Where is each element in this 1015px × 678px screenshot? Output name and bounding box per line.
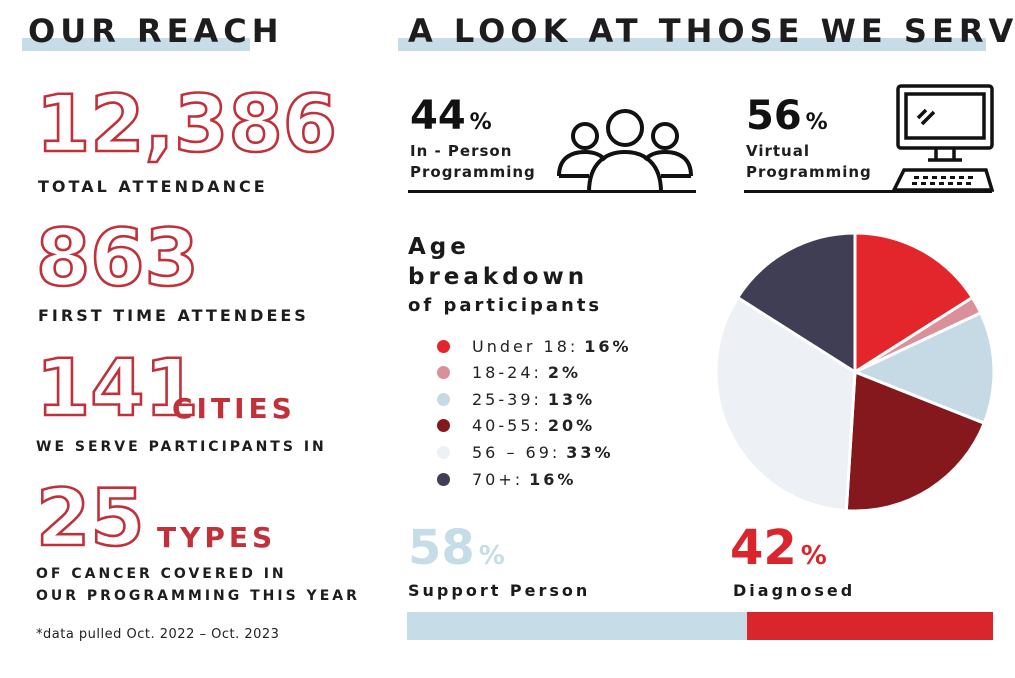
- section-title-our-reach: OUR REACH: [28, 12, 284, 50]
- pie-slice: [844, 369, 987, 513]
- support-label: Support Person: [408, 581, 591, 600]
- virtual-underline: [744, 190, 992, 193]
- diagnosed-label: Diagnosed: [733, 581, 856, 600]
- section-title-those-we-serve: A LOOK AT THOSE WE SERVE: [408, 12, 1015, 50]
- in-person-value: 44: [410, 93, 466, 139]
- cancer-types-unit: TYPES: [157, 521, 277, 554]
- legend-value: 20%: [547, 416, 596, 436]
- support-symbol: %: [478, 541, 505, 571]
- cities-value: 141: [35, 344, 200, 434]
- diagnosed-value: 42: [730, 520, 797, 576]
- in-person-symbol: %: [469, 110, 492, 135]
- people-group-icon: [557, 109, 693, 193]
- support-value: 58: [408, 520, 475, 576]
- age-title-line-3: of participants: [408, 295, 603, 316]
- virtual-percent: 56%: [746, 96, 828, 136]
- header-underline-reach: [22, 38, 250, 51]
- age-pie-chart: [714, 231, 996, 513]
- virtual-value: 56: [746, 93, 802, 139]
- virtual-label-1: Virtual: [746, 142, 810, 160]
- virtual-symbol: %: [805, 110, 828, 135]
- legend-swatch: [437, 445, 450, 459]
- cities-unit: CITIES: [172, 392, 296, 425]
- in-person-underline: [408, 190, 696, 193]
- legend-label: Under 18:: [472, 336, 579, 356]
- pie-slice: [735, 231, 857, 375]
- legend-value: 33%: [566, 442, 614, 462]
- cancer-types-label-2: OUR PROGRAMMING THIS YEAR: [36, 588, 360, 604]
- support-diagnosed-bar: [407, 612, 993, 640]
- legend-label: 25-39:: [472, 389, 542, 409]
- diagnosed-percent: 42%: [730, 524, 827, 572]
- legend-item: 40-55: 20%: [437, 414, 595, 438]
- age-title-line-2: breakdown: [408, 264, 589, 290]
- legend-label: 18-24:: [472, 363, 542, 383]
- cities-label: WE SERVE PARTICIPANTS IN: [36, 439, 327, 455]
- total-attendance-value: 12,386: [35, 80, 339, 170]
- legend-swatch: [437, 472, 450, 486]
- support-percent: 58%: [408, 524, 505, 572]
- cancer-types-value: 25: [35, 474, 146, 564]
- legend-value: 2%: [547, 363, 582, 383]
- legend-label: 40-55:: [472, 416, 542, 436]
- legend-item: 25-39: 13%: [437, 387, 595, 411]
- legend-value: 16%: [529, 469, 577, 489]
- legend-label: 70+:: [472, 469, 524, 489]
- first-time-value: 863: [35, 214, 200, 304]
- first-time-label: FIRST TIME ATTENDEES: [38, 306, 309, 325]
- diagnosed-symbol: %: [800, 541, 827, 571]
- legend-value: 16%: [584, 336, 632, 356]
- legend-item: 18-24: 2%: [437, 361, 581, 385]
- legend-label: 56 – 69:: [472, 442, 561, 462]
- pie-slice: [851, 310, 996, 426]
- legend-swatch: [437, 419, 450, 433]
- legend-item: 70+: 16%: [437, 467, 576, 491]
- legend-item: Under 18: 16%: [437, 334, 632, 358]
- legend-swatch: [437, 339, 450, 353]
- in-person-label-1: In - Person: [410, 142, 513, 160]
- in-person-label: In - Person Programming: [410, 141, 536, 183]
- legend-item: 56 – 69: 33%: [437, 440, 614, 464]
- virtual-label: Virtual Programming: [746, 141, 872, 183]
- desktop-computer-icon: [891, 84, 994, 192]
- pie-slice: [853, 231, 975, 375]
- total-attendance-label: TOTAL ATTENDANCE: [38, 177, 268, 196]
- legend-swatch: [437, 392, 450, 406]
- support-bar-segment: [407, 612, 747, 640]
- in-person-percent: 44%: [410, 96, 492, 136]
- virtual-label-2: Programming: [746, 163, 872, 181]
- in-person-label-2: Programming: [410, 163, 536, 181]
- legend-value: 13%: [547, 389, 596, 409]
- diagnosed-bar-segment: [746, 612, 993, 640]
- data-footnote: *data pulled Oct. 2022 – Oct. 2023: [36, 627, 280, 642]
- cancer-types-label-1: OF CANCER COVERED IN: [36, 566, 287, 582]
- age-title-line-1: Age: [408, 234, 470, 260]
- legend-swatch: [437, 366, 450, 380]
- header-underline-serve: [398, 38, 986, 51]
